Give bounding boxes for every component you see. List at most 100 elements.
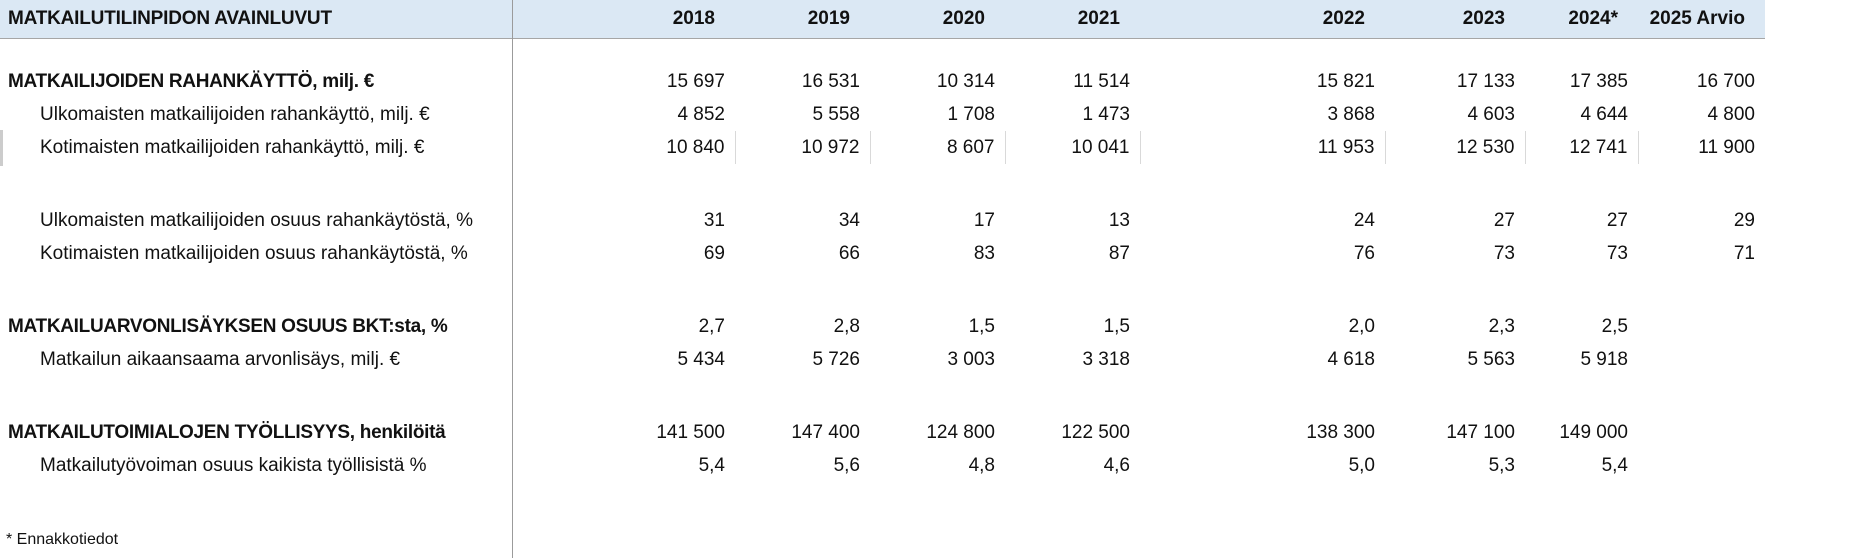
value-cell: 11 900 <box>1698 136 1755 158</box>
value-cell: 5,4 <box>1601 454 1628 476</box>
row-label: MATKAILUTOIMIALOJEN TYÖLLISYYS, henkilöi… <box>8 421 446 443</box>
value-cell: 149 000 <box>1559 421 1628 443</box>
value-cell: 12 530 <box>1385 131 1526 164</box>
value-cell: 10 314 <box>936 70 995 92</box>
value-cell: 12 741 <box>1525 131 1639 164</box>
footnote: * Ennakkotiedot <box>6 531 119 548</box>
value-cell: 141 500 <box>656 421 725 443</box>
year-header: 2018 <box>512 0 735 39</box>
value-cell: 87 <box>1108 242 1130 264</box>
value-cell: 5 558 <box>812 103 860 125</box>
table-row: Matkailutyövoiman osuus kaikista työllis… <box>0 449 1765 482</box>
value-cell: 4,6 <box>1103 454 1130 476</box>
value-cell: 3 003 <box>947 348 995 370</box>
year-header: 2024* <box>1525 0 1638 39</box>
value-cell: 24 <box>1353 209 1375 231</box>
table-row: MATKAILIJOIDEN RAHANKÄYTTÖ, milj. € 15 69… <box>0 65 1765 98</box>
table-row: Kotimaisten matkailijoiden rahankäyttö, … <box>0 131 1765 164</box>
key-figures-table: MATKAILUTILINPIDON AVAINLUVUT 2018 2019 20… <box>0 0 1765 551</box>
spacer-cell <box>0 376 1765 416</box>
year-header: 2020 <box>870 0 1005 39</box>
column-separator-line <box>512 0 513 558</box>
value-cell: 15 821 <box>1316 70 1375 92</box>
table-row: Ulkomaisten matkailijoiden osuus rahankä… <box>0 204 1765 237</box>
value-cell: 147 400 <box>791 421 860 443</box>
cell-border-artifact-tick <box>0 130 3 166</box>
table-row: MATKAILUTOIMIALOJEN TYÖLLISYYS, henkilöi… <box>0 416 1765 449</box>
value-cell: 4 603 <box>1467 103 1515 125</box>
value-cell: 4 852 <box>677 103 725 125</box>
value-cell: 34 <box>838 209 860 231</box>
value-cell: 73 <box>1606 242 1628 264</box>
value-cell <box>1638 416 1765 449</box>
table-row: Ulkomaisten matkailijoiden rahankäyttö, … <box>0 98 1765 131</box>
value-cell: 5,6 <box>833 454 860 476</box>
value-cell: 5,4 <box>698 454 725 476</box>
value-cell: 66 <box>838 242 860 264</box>
value-cell: 15 697 <box>666 70 725 92</box>
year-header: 2019 <box>735 0 870 39</box>
table-row: Matkailun aikaansaama arvonlisäys, milj.… <box>0 343 1765 376</box>
spacer-row <box>0 376 1765 416</box>
value-cell: 1,5 <box>1103 315 1130 337</box>
value-cell: 4 800 <box>1707 103 1755 125</box>
value-cell <box>1638 343 1765 376</box>
value-cell: 16 700 <box>1696 70 1755 92</box>
value-cell: 147 100 <box>1446 421 1515 443</box>
spacer-cell <box>0 164 1765 204</box>
footnote-row: * Ennakkotiedot <box>0 522 1765 551</box>
value-cell: 5 918 <box>1580 348 1628 370</box>
value-cell: 3 318 <box>1082 348 1130 370</box>
value-cell: 10 972 <box>735 131 871 164</box>
row-label: Kotimaisten matkailijoiden osuus rahankä… <box>40 242 468 264</box>
row-label: Matkailutyövoiman osuus kaikista työllis… <box>40 454 427 476</box>
value-cell: 11 953 <box>1140 131 1386 164</box>
row-label: MATKAILIJOIDEN RAHANKÄYTTÖ, milj. € <box>8 70 374 92</box>
row-label: Kotimaisten matkailijoiden rahankäyttö, … <box>40 136 425 158</box>
value-cell: 17 385 <box>1569 70 1628 92</box>
value-cell: 1 473 <box>1082 103 1130 125</box>
value-cell: 11 514 <box>1073 70 1130 92</box>
value-cell: 69 <box>703 242 725 264</box>
year-header: 2025 Arvio <box>1638 0 1765 39</box>
value-cell: 2,0 <box>1348 315 1375 337</box>
value-cell: 5 434 <box>677 348 725 370</box>
table-row: Kotimaisten matkailijoiden osuus rahankä… <box>0 237 1765 270</box>
value-cell: 1,5 <box>968 315 995 337</box>
value-cell: 73 <box>1493 242 1515 264</box>
row-label: Ulkomaisten matkailijoiden rahankäyttö, … <box>40 103 430 125</box>
value-cell: 2,3 <box>1488 315 1515 337</box>
table-title: MATKAILUTILINPIDON AVAINLUVUT <box>0 0 512 39</box>
row-label: Matkailun aikaansaama arvonlisäys, milj.… <box>40 348 401 370</box>
value-cell: 5,3 <box>1488 454 1515 476</box>
row-label: MATKAILUARVONLISÄYKSEN OSUUS BKT:sta, % <box>8 315 448 337</box>
value-cell: 2,8 <box>833 315 860 337</box>
value-cell: 8 607 <box>870 131 1006 164</box>
spacer-row <box>0 270 1765 310</box>
value-cell: 5,0 <box>1348 454 1375 476</box>
year-header: 2023 <box>1385 0 1525 39</box>
value-cell: 5 726 <box>812 348 860 370</box>
value-cell: 10 840 <box>512 131 736 164</box>
spacer-cell <box>0 270 1765 310</box>
value-cell: 4 644 <box>1580 103 1628 125</box>
value-cell: 124 800 <box>926 421 995 443</box>
value-cell: 27 <box>1606 209 1628 231</box>
value-cell: 31 <box>703 209 725 231</box>
spacer-cell <box>0 482 1765 522</box>
value-cell: 2,7 <box>698 315 725 337</box>
value-cell: 138 300 <box>1306 421 1375 443</box>
header-gap-row <box>0 39 1765 66</box>
value-cell: 4 618 <box>1327 348 1375 370</box>
spacer-row <box>0 482 1765 522</box>
value-cell: 13 <box>1108 209 1130 231</box>
value-cell: 17 <box>973 209 995 231</box>
value-cell <box>1638 449 1765 482</box>
year-header: 2022 <box>1140 0 1385 39</box>
value-cell: 4,8 <box>968 454 995 476</box>
year-header: 2021 <box>1005 0 1140 39</box>
value-cell: 76 <box>1353 242 1375 264</box>
table-row: MATKAILUARVONLISÄYKSEN OSUUS BKT:sta, % 2… <box>0 310 1765 343</box>
value-cell: 10 041 <box>1005 131 1141 164</box>
